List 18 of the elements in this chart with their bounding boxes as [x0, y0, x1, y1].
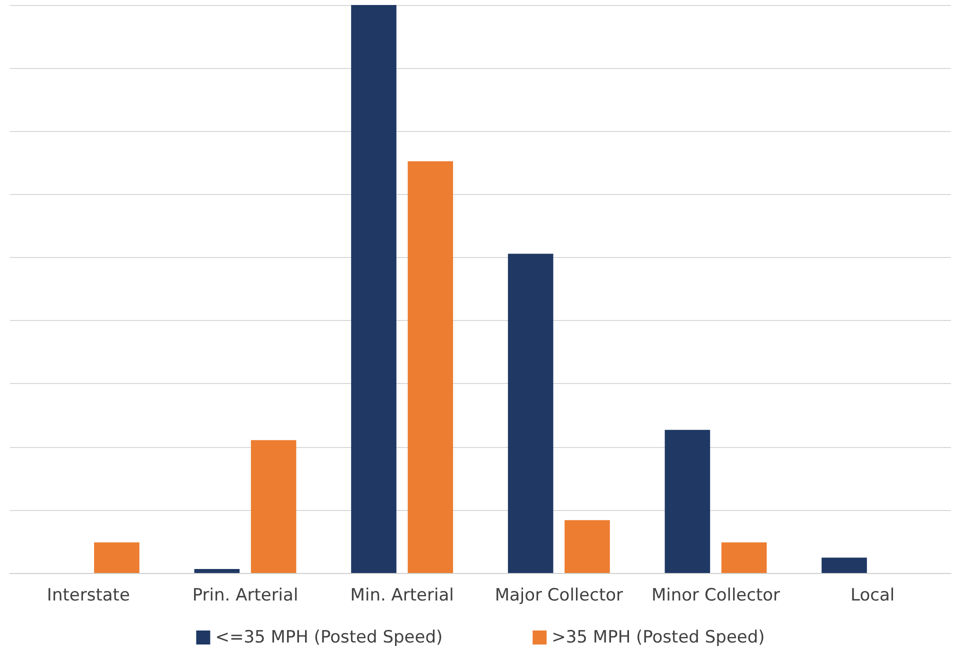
x-tick-label: Minor Collector — [651, 586, 780, 606]
bar — [94, 542, 140, 573]
x-tick-label: Major Collector — [494, 586, 624, 606]
bar — [664, 430, 710, 573]
bar — [250, 440, 296, 573]
x-tick-label: Interstate — [46, 586, 130, 606]
bar — [564, 520, 610, 573]
x-tick-label: Local — [850, 586, 895, 606]
x-tick-label: Min. Arterial — [350, 586, 454, 606]
legend-label: >35 MPH (Posted Speed) — [552, 628, 765, 648]
legend-label: <=35 MPH (Posted Speed) — [215, 628, 443, 648]
bar — [408, 161, 454, 573]
x-tick-label: Prin. Arterial — [192, 586, 298, 606]
bar — [351, 5, 396, 573]
bar — [508, 254, 554, 573]
bar — [721, 542, 767, 573]
bar — [822, 558, 867, 573]
bar — [194, 569, 240, 573]
